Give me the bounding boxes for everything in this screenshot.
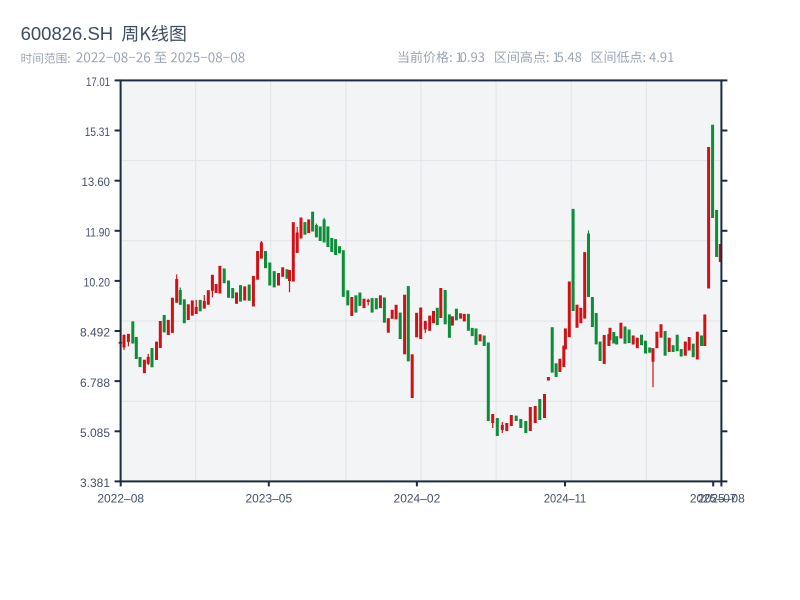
svg-text:15.31: 15.31: [85, 125, 110, 139]
svg-text:17.01: 17.01: [86, 75, 110, 89]
svg-text:3.381: 3.381: [80, 476, 110, 490]
svg-text:600826.SH: 600826.SH: [21, 23, 114, 44]
svg-text:10.20: 10.20: [84, 276, 111, 290]
svg-text:5.085: 5.085: [80, 426, 110, 440]
svg-text:6.788: 6.788: [80, 376, 110, 390]
svg-text:8.492: 8.492: [80, 326, 110, 340]
svg-text:11.90: 11.90: [85, 225, 110, 239]
svg-text:2024–11: 2024–11: [544, 491, 587, 505]
svg-text:2025–07: 2025–07: [690, 491, 737, 505]
svg-text:13.60: 13.60: [82, 175, 111, 189]
svg-text:2024–02: 2024–02: [394, 491, 441, 505]
svg-text:2022–08: 2022–08: [97, 491, 144, 505]
svg-text:2025–08: 2025–08: [698, 491, 745, 505]
svg-text:2023–05: 2023–05: [245, 491, 292, 505]
